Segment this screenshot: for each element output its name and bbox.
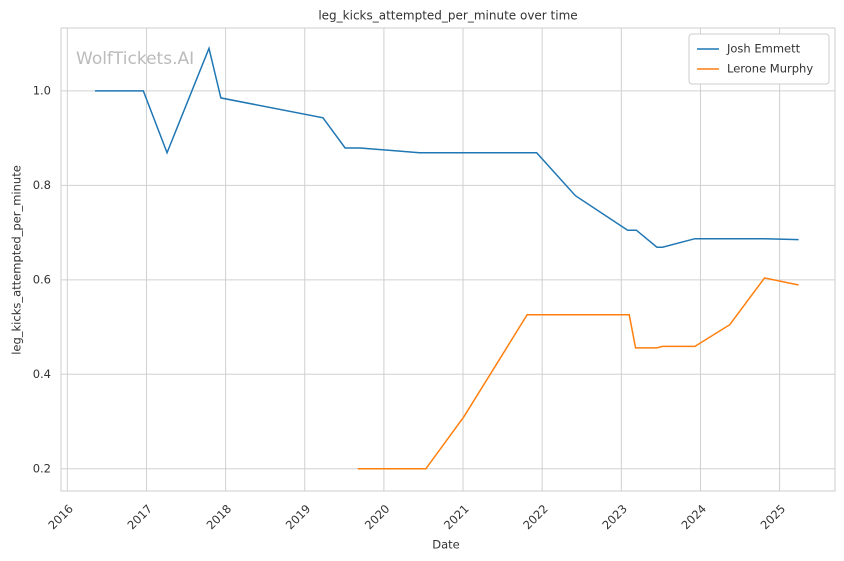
y-tick-label: 0.2 bbox=[33, 461, 51, 475]
legend: Josh Emmett Lerone Murphy bbox=[688, 33, 830, 85]
plot-area bbox=[60, 27, 836, 492]
data-line bbox=[357, 277, 799, 470]
data-line bbox=[95, 45, 799, 248]
x-tick-label: 2018 bbox=[204, 502, 235, 533]
y-tick-label: 1.0 bbox=[33, 83, 51, 97]
y-tick-label: 0.4 bbox=[33, 367, 51, 381]
legend-box bbox=[688, 33, 830, 85]
x-tick-label: 2021 bbox=[441, 502, 472, 533]
legend-label: Josh Emmett bbox=[726, 42, 801, 56]
y-tick-label: 0.8 bbox=[33, 178, 51, 192]
x-tick-label: 2020 bbox=[362, 502, 393, 533]
watermark: WolfTickets.AI bbox=[76, 49, 194, 69]
x-tick-label: 2024 bbox=[678, 502, 709, 533]
y-axis-label: leg_kicks_attempted_per_minute bbox=[10, 165, 24, 355]
chart-title: leg_kicks_attempted_per_minute over time bbox=[318, 9, 577, 23]
x-tick-label: 2025 bbox=[758, 502, 789, 533]
x-axis-label: Date bbox=[432, 538, 460, 552]
x-tick-label: 2023 bbox=[599, 502, 630, 533]
x-tick-label: 2016 bbox=[45, 502, 76, 533]
x-tick-label: 2022 bbox=[520, 502, 551, 533]
y-tick-label: 0.6 bbox=[33, 272, 51, 286]
x-tick-label: 2019 bbox=[283, 502, 314, 533]
x-tick-label: 2017 bbox=[124, 502, 155, 533]
legend-label: Lerone Murphy bbox=[727, 62, 813, 76]
